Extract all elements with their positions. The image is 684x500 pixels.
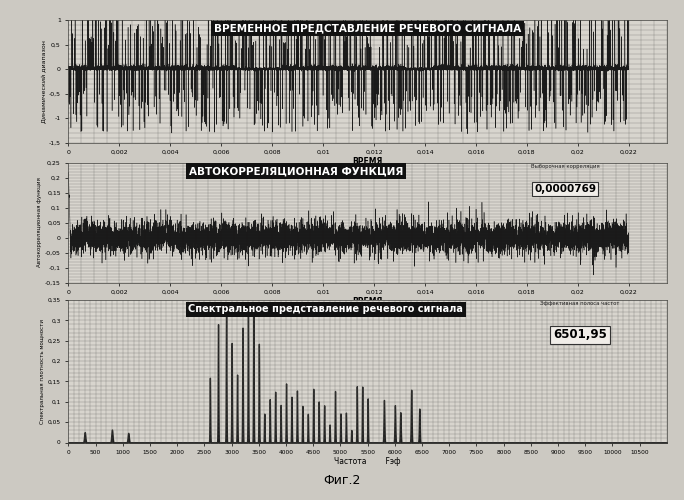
Text: Эффективная полоса частот: Эффективная полоса частот [540,302,620,306]
Text: 6501,95: 6501,95 [553,328,607,342]
Text: Спектральное представление речевого сигнала: Спектральное представление речевого сигн… [188,304,463,314]
Text: Фиг.2: Фиг.2 [324,474,360,488]
Text: ВРЕМЕННОЕ ПРЕДСТАВЛЕНИЕ РЕЧЕВОГО СИГНАЛА: ВРЕМЕННОЕ ПРЕДСТАВЛЕНИЕ РЕЧЕВОГО СИГНАЛА [214,24,521,34]
Y-axis label: Автокорреляционная функция: Автокорреляционная функция [37,178,42,268]
Text: 0,0000769: 0,0000769 [534,184,596,194]
X-axis label: Частота        Fэф: Частота Fэф [334,456,401,466]
Text: АВТОКОРРЕЛЯЦИОННАЯ ФУНКЦИЯ: АВТОКОРРЕЛЯЦИОННАЯ ФУНКЦИЯ [189,166,403,176]
Y-axis label: Динамический диапазон: Динамический диапазон [41,40,46,122]
Text: τКОР: τКОР [68,309,89,318]
X-axis label: ВРЕМЯ: ВРЕМЯ [352,296,383,306]
X-axis label: ВРЕМЯ: ВРЕМЯ [352,156,383,166]
Y-axis label: Спектральная плотность мощности: Спектральная плотность мощности [40,319,45,424]
Text: Выборочная корреляция: Выборочная корреляция [531,164,600,168]
